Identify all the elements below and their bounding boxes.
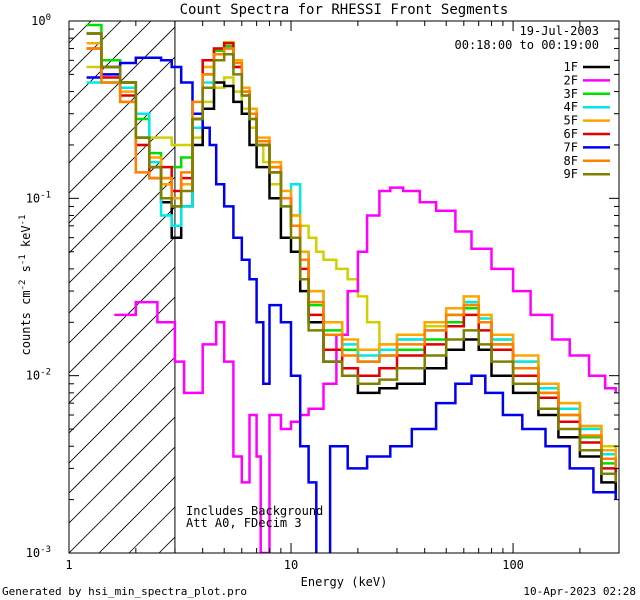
y-axis-label: counts cm-2 s-1 keV-1: [18, 215, 33, 356]
y-tick-label: 10-2: [26, 368, 51, 383]
hatch-line: [69, 56, 175, 164]
hatch-line: [69, 21, 152, 104]
hatch-line: [69, 326, 175, 434]
plot-frame: [68, 20, 620, 554]
chart-date: 19-Jul-2003: [520, 24, 599, 38]
series-line-4f: [86, 47, 617, 469]
y-axis-label-tail: keV: [19, 225, 33, 254]
hatch-line: [69, 86, 175, 194]
hatch-region: [0, 0, 175, 553]
y-tick-label: 100: [31, 13, 51, 28]
legend-label-9f: 9F: [564, 167, 578, 181]
hatch-line: [69, 116, 175, 224]
x-tick-label: 10: [284, 558, 298, 572]
chart-time-range: 00:18:00 to 00:19:00: [455, 38, 600, 52]
series-line-2f: [114, 186, 617, 553]
series-line-5f: [86, 40, 617, 464]
footer-generated-at: 10-Apr-2023 02:28: [523, 585, 636, 598]
hatch-line: [69, 356, 175, 464]
hatch-line: [69, 21, 122, 74]
y-tick-label: 10-1: [26, 190, 51, 205]
footer-generated-by: Generated by hsi_min_spectra_plot.pro: [2, 585, 247, 598]
y-axis-label-exp3: -1: [18, 215, 28, 226]
x-axis-label: Energy (keV): [301, 575, 388, 589]
hatch-line: [69, 206, 175, 314]
y-tick-label: 10-3: [26, 545, 51, 560]
hatch-line: [69, 386, 175, 494]
series-line-9f: [86, 32, 617, 483]
legend-label-6f: 6F: [564, 127, 578, 141]
series-lines: [86, 21, 617, 553]
hatch-line: [0, 0, 99, 553]
y-axis-label-mid: s: [19, 265, 33, 279]
x-tick-label: 100: [502, 558, 524, 572]
x-tick-label: 1: [65, 558, 72, 572]
hatch-line: [69, 416, 175, 524]
y-axis-label-exp2: -1: [18, 254, 28, 265]
series-line-7f: [86, 56, 617, 553]
legend-label-1f: 1F: [564, 60, 578, 74]
hatch-line: [69, 266, 175, 374]
series-line-3f: [86, 23, 617, 474]
chart-title: Count Spectra for RHESSI Front Segments: [180, 2, 509, 18]
series-line-8f: [86, 47, 617, 469]
legend-label-4f: 4F: [564, 100, 578, 114]
legend-label-5f: 5F: [564, 114, 578, 128]
legend-label-2f: 2F: [564, 73, 578, 87]
legend-label-7f: 7F: [564, 140, 578, 154]
series-line-6f: [86, 41, 617, 480]
legend-label-3f: 3F: [564, 87, 578, 101]
y-axis-label-exp1: -2: [18, 280, 28, 291]
y-axis-label-base: counts cm: [19, 290, 33, 355]
annotation-attenuator: Att A0, FDecim 3: [186, 516, 302, 530]
series-line-1f: [86, 32, 617, 493]
hatch-line: [69, 446, 175, 553]
axes: 1 10 100 100 10-1 10-2 10-3: [26, 13, 619, 572]
annotation-background: Includes Background: [186, 504, 323, 518]
hatch-line: [69, 236, 175, 344]
hatch-line: [0, 0, 69, 553]
legend-label-8f: 8F: [564, 154, 578, 168]
hatch-line: [69, 26, 175, 134]
hatch-line: [69, 176, 175, 284]
